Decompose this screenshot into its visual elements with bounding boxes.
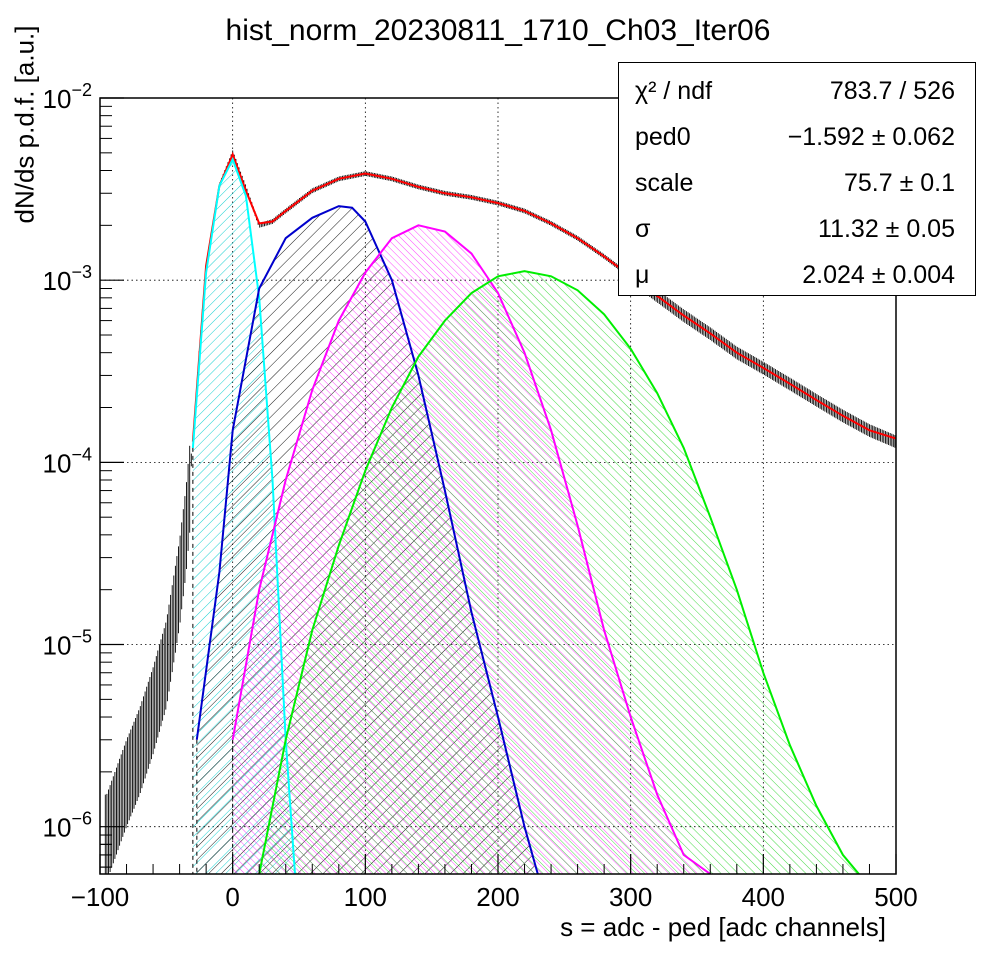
stats-row-sigma: σ 11.32 ± 0.05 bbox=[619, 211, 975, 251]
stats-row-scale: scale 75.7 ± 0.1 bbox=[619, 165, 975, 205]
total-fit bbox=[191, 151, 896, 442]
stats-row-mu: μ 2.024 ± 0.004 bbox=[619, 257, 975, 297]
chart-title: hist_norm_20230811_1710_Ch03_Iter06 bbox=[225, 14, 771, 47]
x-tick-label: 500 bbox=[874, 882, 917, 912]
y-tick-label: 10−4 bbox=[43, 444, 92, 478]
y-tick-label: 10−6 bbox=[43, 809, 92, 843]
stats-label: χ² / ndf bbox=[635, 77, 713, 105]
cyan-component-curve bbox=[191, 156, 296, 874]
y-axis-label: dN/ds p.d.f. [a.u.] bbox=[9, 25, 40, 224]
stats-row-chi2: χ² / ndf 783.7 / 526 bbox=[619, 73, 975, 113]
y-tick-label: 10−5 bbox=[43, 627, 92, 661]
data-points bbox=[104, 150, 896, 874]
x-tick-label: 200 bbox=[476, 882, 519, 912]
stats-label: scale bbox=[635, 169, 694, 197]
series-curves bbox=[104, 150, 896, 874]
magenta-component-curve bbox=[231, 224, 711, 874]
component-fills bbox=[192, 159, 859, 874]
y-tick-label: 10−3 bbox=[43, 262, 92, 296]
green-component-fill bbox=[259, 271, 859, 874]
stats-row-ped0: ped0 −1.592 ± 0.062 bbox=[619, 119, 975, 159]
stats-label: μ bbox=[635, 261, 650, 289]
stats-box: χ² / ndf 783.7 / 526 ped0 −1.592 ± 0.062… bbox=[618, 62, 976, 296]
stats-value: 11.32 ± 0.05 bbox=[818, 215, 955, 243]
x-tick-label: 300 bbox=[609, 882, 652, 912]
axis-ticks: −100 0 100 200 300 400 500 10−2 10−3 10−4 10−5 10−6 bbox=[43, 80, 918, 912]
stats-value: 783.7 / 526 bbox=[829, 77, 955, 105]
x-tick-label: 400 bbox=[742, 882, 785, 912]
stats-value: 2.024 ± 0.004 bbox=[802, 261, 955, 289]
x-axis-label: s = adc - ped [adc channels] bbox=[560, 912, 886, 942]
stats-label: σ bbox=[635, 215, 651, 243]
stats-label: ped0 bbox=[635, 123, 691, 151]
x-tick-label: 100 bbox=[344, 882, 387, 912]
x-tick-label: −100 bbox=[71, 882, 130, 912]
stats-value: −1.592 ± 0.062 bbox=[787, 123, 955, 151]
blue-component-curve bbox=[195, 205, 539, 874]
stats-value: 75.7 ± 0.1 bbox=[843, 169, 955, 197]
x-tick-label: 0 bbox=[225, 882, 239, 912]
y-tick-label: 10−2 bbox=[43, 80, 92, 114]
green-component-curve bbox=[258, 270, 860, 874]
